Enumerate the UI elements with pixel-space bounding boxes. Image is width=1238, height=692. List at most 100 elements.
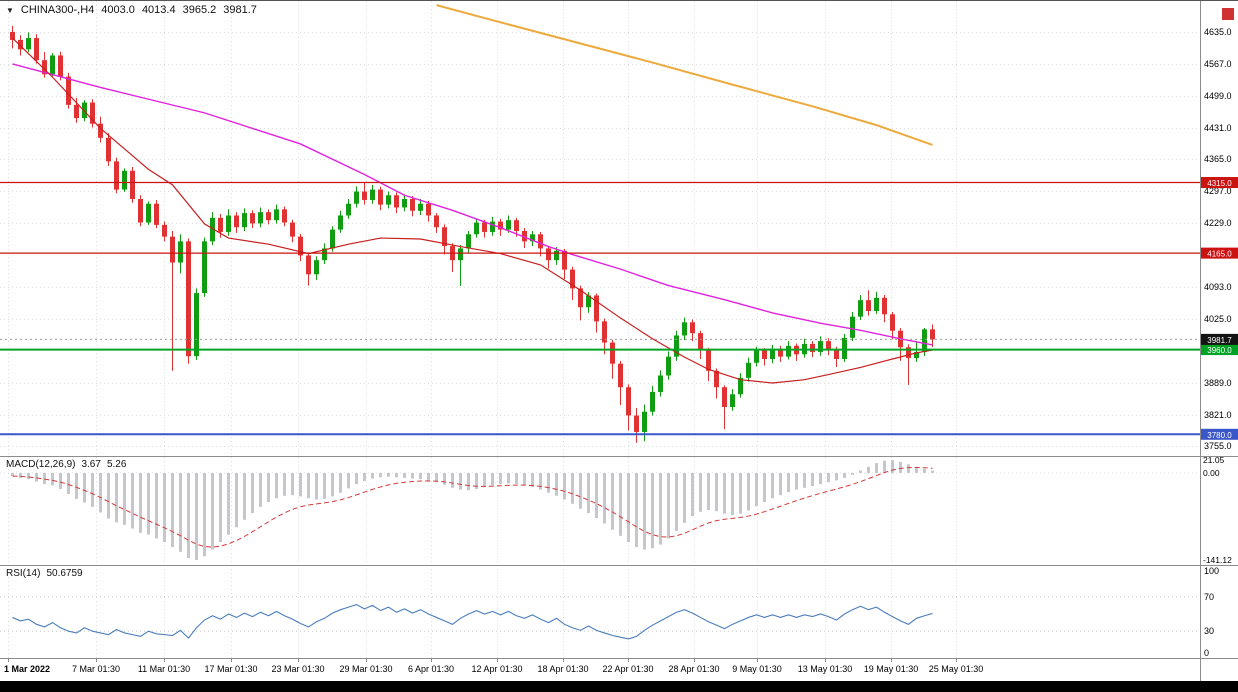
candle-body	[562, 250, 567, 270]
current-price-badge-label: 3981.7	[1207, 336, 1232, 345]
candle-body	[210, 217, 215, 242]
time-label: 7 Mar 01:30	[72, 664, 120, 674]
candle-body	[138, 199, 143, 223]
candle-body	[850, 316, 855, 338]
candle-body	[386, 195, 391, 205]
candle-body	[674, 335, 679, 357]
level-4165.0-badge-label: 4165.0	[1207, 250, 1232, 259]
price-tick-label: 4635.0	[1204, 27, 1232, 37]
macd-main-value: 3.67	[81, 459, 101, 470]
symbol-dropdown-icon[interactable]: ▼	[6, 5, 14, 15]
candle-body	[218, 217, 223, 232]
candle-body	[314, 260, 319, 275]
candle-body	[418, 203, 423, 211]
candle-body	[826, 341, 831, 350]
candle-body	[650, 391, 655, 412]
candle-body	[658, 375, 663, 392]
candle-body	[778, 348, 783, 357]
candle-body	[458, 248, 463, 261]
macd-signal-value: 5.26	[106, 459, 127, 470]
candle-body	[466, 234, 471, 249]
price-tick-label: 4365.0	[1204, 154, 1232, 164]
candle-body	[34, 38, 39, 61]
current-price-badge	[1201, 333, 1238, 345]
candle-body	[282, 209, 287, 223]
candle-body	[890, 314, 895, 331]
candle-body	[698, 333, 703, 350]
level-3960.0-badge	[1201, 344, 1238, 356]
candle-body	[594, 295, 599, 322]
price-tick-label: 3889.0	[1204, 378, 1232, 388]
candle-body	[186, 241, 191, 357]
candle-body	[442, 227, 447, 247]
candle-body	[322, 248, 327, 261]
price-tick-label: 4025.0	[1204, 314, 1232, 324]
time-label: 18 Apr 01:30	[537, 664, 588, 674]
candle-body	[50, 55, 55, 75]
price-axis[interactable]	[1200, 1, 1238, 681]
candle-body	[10, 31, 15, 40]
rsi-axis-label: 100	[1204, 566, 1219, 576]
candle-body	[482, 222, 487, 232]
candle-body	[490, 221, 495, 232]
level-3960.0-badge-label: 3960.0	[1207, 346, 1232, 355]
candle-body	[610, 342, 615, 364]
candle-body	[106, 137, 111, 162]
rsi-title: RSI(14)	[6, 568, 41, 579]
candle-body	[130, 170, 135, 199]
candle-body	[354, 191, 359, 204]
ma-fast-line	[12, 37, 933, 384]
candle-body	[722, 387, 727, 407]
high-value: 4013.4	[141, 4, 176, 16]
candle-body	[842, 337, 847, 359]
price-tick-label: 3755.0	[1204, 441, 1232, 451]
chart-alert-marker-icon	[1222, 8, 1234, 20]
candle-body	[706, 349, 711, 371]
macd-indicator-label: MACD(12,26,9) 3.67 5.26	[6, 459, 126, 470]
candle-body	[642, 411, 647, 432]
time-axis[interactable]	[0, 659, 1200, 681]
price-tick-label: 4499.0	[1204, 91, 1232, 101]
macd-panel[interactable]	[0, 457, 1200, 565]
main-chart-area[interactable]	[0, 1, 1200, 456]
candle-body	[914, 351, 919, 359]
rsi-axis-label: 0	[1204, 648, 1209, 658]
candle-body	[242, 213, 247, 228]
candle-body	[194, 293, 199, 357]
candle-body	[74, 104, 79, 119]
candle-body	[394, 195, 399, 208]
candle-body	[730, 394, 735, 407]
macd-axis-label: -141.12	[1203, 555, 1232, 565]
candle-body	[26, 38, 31, 50]
candle-body	[410, 199, 415, 211]
time-label: 13 May 01:30	[798, 664, 853, 674]
candle-body	[306, 255, 311, 275]
time-label: 1 Mar 2022	[4, 664, 50, 674]
candle-body	[370, 189, 375, 200]
time-label: 12 Apr 01:30	[471, 664, 522, 674]
candle-body	[362, 191, 367, 200]
candle-body	[634, 415, 639, 432]
candle-body	[146, 203, 151, 223]
candle-body	[538, 234, 543, 249]
candle-body	[178, 241, 183, 263]
level-3780.0-badge-label: 3780.0	[1207, 431, 1232, 440]
time-label: 19 May 01:30	[864, 664, 919, 674]
time-label: 28 Apr 01:30	[668, 664, 719, 674]
candle-body	[602, 321, 607, 343]
candle-body	[746, 362, 751, 378]
price-tick-label: 4297.0	[1204, 186, 1232, 196]
candle-body	[42, 60, 47, 75]
rsi-panel[interactable]	[0, 566, 1200, 658]
time-label: 11 Mar 01:30	[138, 664, 190, 674]
candle-body	[714, 370, 719, 388]
price-tick-label: 4567.0	[1204, 59, 1232, 69]
bottom-bar	[0, 681, 1238, 692]
time-label: 22 Apr 01:30	[602, 664, 653, 674]
candle-body	[770, 348, 775, 359]
candle-body	[762, 350, 767, 359]
candle-body	[346, 203, 351, 216]
rsi-axis-label: 70	[1204, 592, 1214, 602]
